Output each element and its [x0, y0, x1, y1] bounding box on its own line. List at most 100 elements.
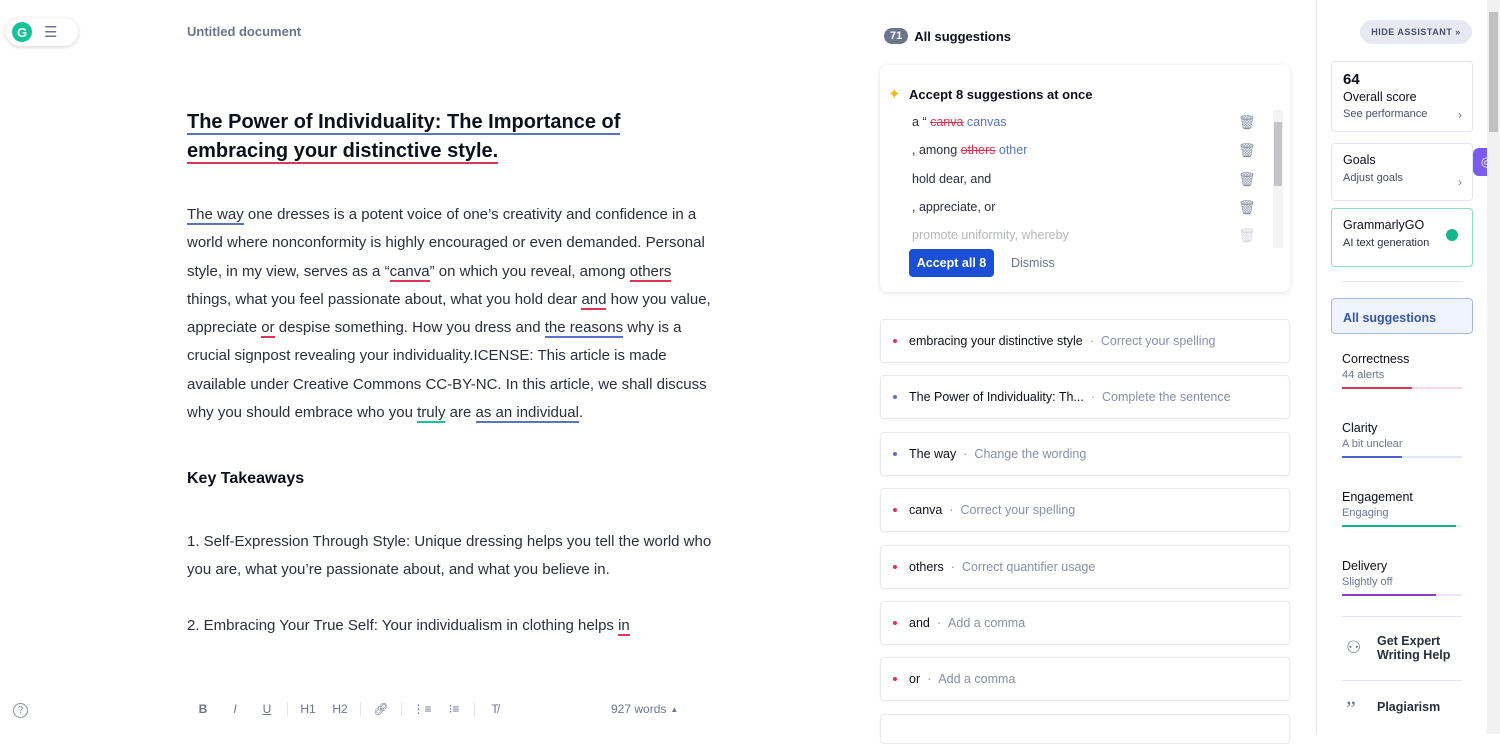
suggestion-term: and	[909, 616, 930, 630]
trash-icon[interactable]: 🗑︎	[1238, 114, 1256, 130]
category-progress	[1342, 456, 1462, 458]
underline-button[interactable]: U	[262, 702, 272, 716]
category-progress	[1342, 525, 1462, 527]
deleted-text: others	[960, 143, 996, 158]
category-progress	[1342, 387, 1462, 389]
plagiarism-link[interactable]: Plagiarism	[1377, 700, 1441, 714]
bulk-title: Accept 8 suggestions at once	[909, 87, 1093, 102]
dismiss-button[interactable]: Dismiss	[1011, 256, 1055, 270]
h1-button[interactable]: H1	[300, 702, 316, 716]
score-label: Overall score	[1343, 90, 1417, 104]
all-suggestions-label: All suggestions	[1343, 311, 1437, 325]
category-status: Engaging	[1342, 507, 1389, 519]
editor[interactable]: The Power of Individuality: The Importan…	[187, 108, 717, 640]
suggestion-hint: Change the wording	[974, 446, 1087, 461]
word-count[interactable]: 927 words	[611, 702, 667, 716]
goals-card[interactable]: Goals Adjust goals ›	[1331, 143, 1473, 201]
trash-icon[interactable]: 🗑︎	[1238, 170, 1256, 187]
suggestion-card[interactable]: embracing your distinctive style · Corre…	[880, 319, 1290, 363]
text-segment: ” on which you reveal, among	[429, 262, 630, 280]
severity-dot	[893, 395, 897, 400]
category-status: A bit unclear	[1342, 438, 1403, 450]
numbered-list-icon[interactable]: ⋮≡	[412, 702, 432, 716]
severity-dot	[893, 677, 897, 682]
bulk-accept-card: ✦ Accept 8 suggestions at once a “ canva…	[880, 65, 1290, 292]
trash-icon[interactable]: 🗑︎	[1238, 198, 1256, 215]
suggestion-card[interactable]: The way · Change the wording	[880, 431, 1290, 476]
suggestion-term: canva	[909, 503, 943, 518]
menu-icon[interactable]: ☰	[44, 24, 58, 41]
category-clarity[interactable]: Clarity A bit unclear	[1342, 421, 1462, 458]
score-value: 64	[1343, 71, 1360, 88]
flagged-text[interactable]: truly	[417, 404, 446, 424]
accept-all-button[interactable]: Accept all 8	[909, 249, 994, 277]
suggestions-title: All suggestions	[914, 28, 1012, 44]
suggestion-card[interactable]: or · Add a comma	[880, 657, 1290, 702]
all-suggestions-tab[interactable]: All suggestions	[1331, 298, 1473, 334]
expert-writing-help-link[interactable]: Get Expert Writing Help	[1377, 634, 1451, 662]
flagged-text[interactable]: as an individual	[475, 404, 579, 424]
bulk-suggestion-row[interactable]: a “ canva canvas	[912, 115, 1252, 129]
text-segment: 2. Embracing Your True Self: Your indivi…	[187, 617, 619, 635]
suggestion-card[interactable]: canva · Correct your spelling	[880, 488, 1290, 533]
category-delivery[interactable]: Delivery Slightly off	[1342, 559, 1462, 596]
bulk-suggestion-row[interactable]: hold dear, and	[912, 172, 1252, 186]
bulleted-list-icon[interactable]: ⁝≡	[448, 702, 460, 716]
flagged-text[interactable]: canva	[389, 262, 430, 282]
category-correctness[interactable]: Correctness 44 alerts	[1342, 352, 1462, 389]
chevron-right-icon: ›	[1458, 175, 1462, 189]
trash-icon[interactable]: 🗑︎	[1238, 227, 1256, 244]
category-engagement[interactable]: Engagement Engaging	[1342, 490, 1462, 527]
text-segment: things, what you feel passionate about, …	[187, 290, 582, 308]
flagged-text[interactable]: The Power of Individuality: The Importan…	[187, 111, 621, 135]
page-scrollbar[interactable]	[1487, 0, 1500, 734]
clear-format-icon[interactable]: T̸	[491, 702, 499, 716]
category-name: Delivery	[1342, 559, 1388, 573]
suggestion-card[interactable]: others · Correct quantifier usage	[880, 544, 1290, 589]
category-name: Clarity	[1342, 421, 1378, 435]
bulk-scrollbar[interactable]	[1273, 110, 1283, 248]
text-segment: are	[445, 404, 476, 422]
grammarlygo-card[interactable]: GrammarlyGO AI text generation	[1331, 208, 1473, 267]
chevron-up-icon[interactable]: ▲	[670, 704, 679, 714]
help-icon[interactable]: ?	[13, 703, 28, 718]
grammarlygo-label: GrammarlyGO	[1343, 218, 1425, 232]
adjust-goals-link[interactable]: Adjust goals	[1343, 172, 1403, 184]
suggestion-hint: Add a comma	[938, 672, 1016, 687]
h2-button[interactable]: H2	[332, 702, 348, 716]
grammarly-logo: G	[12, 22, 32, 42]
flagged-text[interactable]: The way	[187, 206, 244, 225]
flagged-text[interactable]: others	[629, 262, 672, 282]
hide-assistant-button[interactable]: HIDE ASSISTANT »	[1360, 20, 1472, 44]
goals-label: Goals	[1343, 153, 1376, 167]
bulk-suggestion-row[interactable]: promote uniformity, whereby	[912, 228, 1252, 242]
chevron-right-icon: ›	[1458, 108, 1462, 122]
suggestion-card[interactable]: The Power of Individuality: Th... · Comp…	[880, 375, 1290, 420]
flagged-text[interactable]: embracing your distinctive style.	[187, 139, 499, 164]
suggestion-card[interactable]: and · Add a comma	[880, 601, 1290, 645]
suggestion-hint: Correct your spelling	[960, 503, 1076, 518]
flagged-text[interactable]: and	[581, 290, 607, 310]
bulk-suggestion-row[interactable]: , appreciate, or	[912, 200, 1252, 214]
see-performance-link[interactable]: See performance	[1343, 108, 1428, 120]
flagged-text[interactable]: or	[261, 319, 275, 339]
suggestion-term: The Power of Individuality: Th...	[909, 390, 1084, 405]
bulk-suggestion-row[interactable]: , among others other	[912, 143, 1252, 157]
suggestion-hint: Correct your spelling	[1100, 334, 1216, 348]
bold-button[interactable]: B	[198, 702, 208, 716]
grammarly-menu[interactable]: G ☰	[6, 18, 78, 46]
flagged-text[interactable]: the reasons	[544, 319, 624, 339]
suggestion-term: embracing your distinctive style	[909, 334, 1083, 348]
page-scrollbar-thumb[interactable]	[1489, 12, 1498, 132]
context-text: , appreciate, or	[912, 199, 996, 214]
suggestion-card[interactable]	[880, 714, 1290, 744]
trash-icon[interactable]: 🗑︎	[1238, 142, 1256, 159]
grammarlygo-sub: AI text generation	[1343, 237, 1430, 249]
flagged-text[interactable]: in	[618, 617, 630, 637]
category-name: Engagement	[1342, 490, 1413, 504]
italic-button[interactable]: I	[233, 702, 237, 716]
text-segment: one dresses is a potent voice of one’s c…	[187, 206, 705, 280]
document-title[interactable]: Untitled document	[187, 24, 302, 39]
overall-score-card[interactable]: 64 Overall score See performance ›	[1331, 61, 1473, 132]
link-icon[interactable]: 🔗︎	[373, 702, 389, 716]
